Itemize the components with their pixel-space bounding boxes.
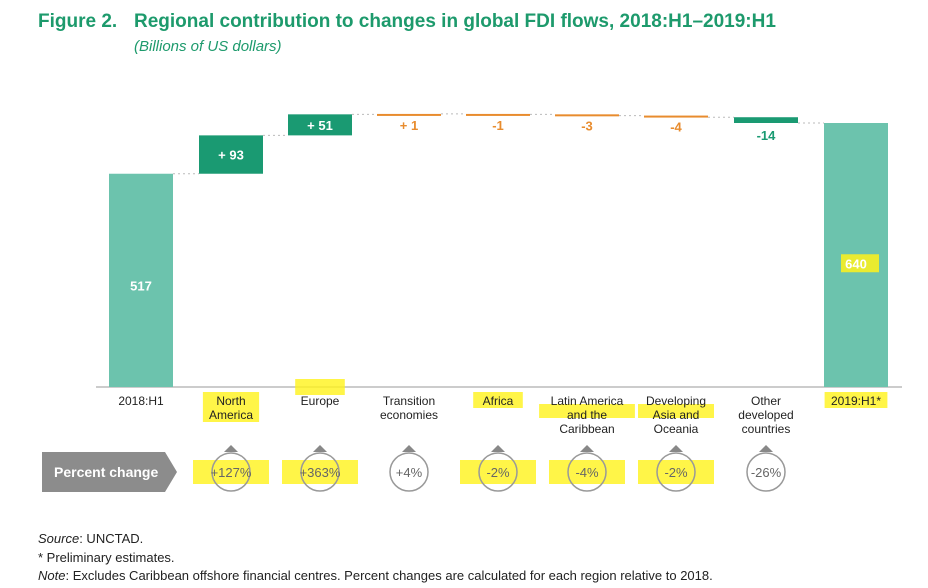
footnote: Note: Excludes Caribbean offshore financ… xyxy=(38,568,713,583)
percent-pointer xyxy=(224,445,238,452)
bar xyxy=(288,114,352,136)
category-tick-label: economies xyxy=(380,408,438,422)
waterfall-chart: 517 + 93 + 51 + 1 -1 -3 -4 -14 640 2018:H1 NorthAm… xyxy=(42,113,902,492)
highlight-mark xyxy=(638,404,714,418)
bar xyxy=(734,117,798,123)
chart-subtitle: (Billions of US dollars) xyxy=(134,38,282,55)
highlight-mark xyxy=(841,254,879,273)
data-label: -1 xyxy=(492,118,504,133)
category-tick-label: Other xyxy=(751,394,781,408)
percent-pointer xyxy=(402,445,416,452)
category-tick-label: Asia and xyxy=(653,408,700,422)
percent-pointer xyxy=(313,445,327,452)
percent-change-value: +127% xyxy=(211,465,252,480)
category-tick-label: Europe xyxy=(301,394,340,408)
category-tick-label: Transition xyxy=(383,394,435,408)
percent-circle xyxy=(478,452,518,492)
percent-pointer xyxy=(759,445,773,452)
percent-change-value: -2% xyxy=(486,465,510,480)
source-note: Source: UNCTAD. xyxy=(38,531,143,546)
category-tick-label: America xyxy=(209,408,253,422)
highlight-mark xyxy=(549,460,625,484)
bar xyxy=(466,113,530,116)
percent-circle xyxy=(746,452,786,492)
category-tick-label: Africa xyxy=(483,394,514,408)
category-tick-label: Latin America xyxy=(551,394,624,408)
percent-pointer xyxy=(580,445,594,452)
data-label: 517 xyxy=(130,278,152,293)
figure-label: Figure 2. xyxy=(38,11,118,32)
data-label: -4 xyxy=(670,120,682,135)
percent-pointer xyxy=(669,445,683,452)
category-tick-label: 2018:H1 xyxy=(118,394,164,408)
highlight-mark xyxy=(295,379,345,395)
chart-title: Regional contribution to changes in glob… xyxy=(134,11,776,32)
percent-change-value: +363% xyxy=(300,465,341,480)
category-tick-label: 2019:H1* xyxy=(831,394,881,408)
percent-circle xyxy=(211,452,251,492)
category-tick-label: developed xyxy=(738,408,793,422)
note-text: : Excludes Caribbean offshore financial … xyxy=(65,568,713,583)
highlight-mark xyxy=(473,392,523,408)
highlight-mark xyxy=(638,460,714,484)
highlight-mark xyxy=(460,460,536,484)
data-label: -14 xyxy=(757,128,777,143)
percent-circle xyxy=(300,452,340,492)
note-label: Note xyxy=(38,568,66,583)
category-tick-label: North xyxy=(216,394,245,408)
source-label: Source xyxy=(38,531,80,546)
percent-circle xyxy=(656,452,696,492)
source-text: : UNCTAD. xyxy=(79,531,144,546)
percent-change-value: -4% xyxy=(575,465,599,480)
percent-change-label: Percent change xyxy=(54,464,158,480)
percent-change-value: -2% xyxy=(664,465,688,480)
data-label: + 93 xyxy=(218,148,244,163)
bar xyxy=(555,114,619,117)
percent-change-value: +4% xyxy=(396,465,423,480)
bar xyxy=(109,173,173,387)
percent-change-value: -26% xyxy=(751,465,782,480)
highlight-mark xyxy=(202,392,260,422)
bar xyxy=(199,135,263,174)
percent-pointer xyxy=(491,445,505,452)
highlight-mark xyxy=(282,460,358,484)
category-tick-label: Caribbean xyxy=(559,422,614,436)
bar xyxy=(644,115,708,118)
category-tick-label: Oceania xyxy=(654,422,699,436)
data-label: + 1 xyxy=(400,118,418,133)
highlight-mark xyxy=(193,460,269,484)
bar xyxy=(377,113,441,116)
highlight-mark xyxy=(824,392,888,408)
percent-circle xyxy=(389,452,429,492)
data-label: -3 xyxy=(581,118,593,133)
preliminary-note: * Preliminary estimates. xyxy=(38,550,175,565)
highlight-mark xyxy=(539,404,635,418)
percent-circle xyxy=(567,452,607,492)
category-tick-label: and the xyxy=(567,408,607,422)
category-tick-label: Developing xyxy=(646,394,706,408)
category-tick-label: countries xyxy=(742,422,791,436)
data-label: + 51 xyxy=(307,118,333,133)
data-label: 640 xyxy=(845,256,867,271)
percent-change-badge xyxy=(42,452,177,492)
